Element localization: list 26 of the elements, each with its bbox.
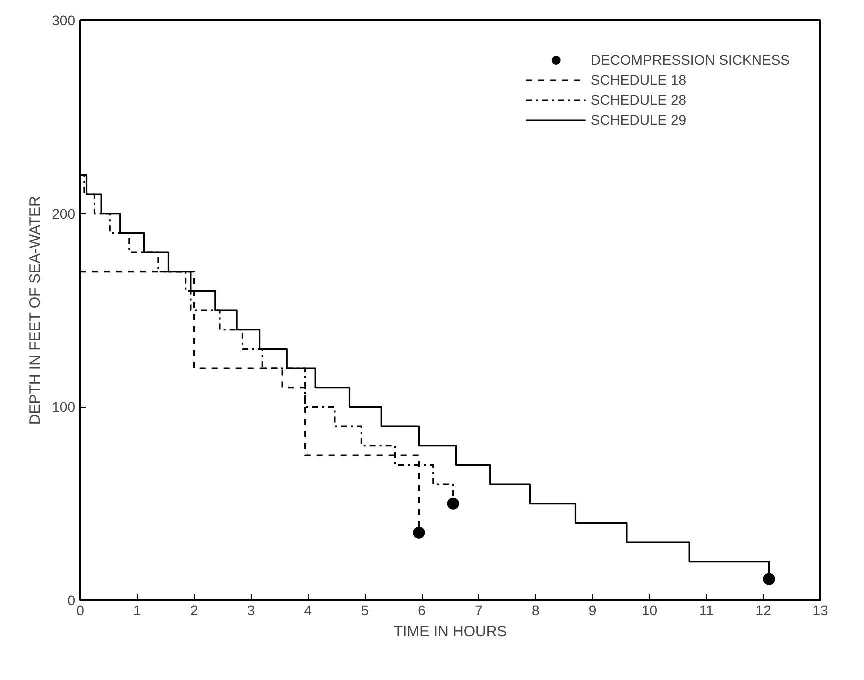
y-tick-label: 200 [52,206,76,222]
x-axis-title: TIME IN HOURS [394,624,508,640]
point [763,573,776,586]
y-tick-label: 100 [52,399,76,416]
legend-label: SCHEDULE 29 [590,112,687,128]
x-tick-label: 12 [756,602,772,618]
x-tick-label: 5 [361,602,370,618]
y-tick-label: 300 [52,12,76,28]
x-tick-label: 4 [304,602,312,618]
x-tick-label: 10 [642,602,658,618]
legend-label: DECOMPRESSION SICKNESS [590,52,790,68]
x-tick-label: 8 [532,602,540,618]
x-tick-label: 3 [247,602,256,618]
y-tick-label: 0 [68,592,76,608]
y-axis-title: DEPTH IN FEET OF SEA-WATER [27,196,44,426]
x-tick-label: 2 [190,602,198,618]
legend-label: SCHEDULE 28 [590,92,687,108]
x-tick-label: 9 [588,602,597,618]
x-tick-label: 6 [418,602,426,618]
x-tick-label: 1 [134,602,142,618]
x-tick-label: 13 [812,602,828,618]
x-tick-label: 11 [699,602,714,618]
x-tick-label: 7 [475,602,484,618]
point [447,498,460,510]
legend-label: SCHEDULE 18 [590,72,687,88]
point [413,526,426,539]
